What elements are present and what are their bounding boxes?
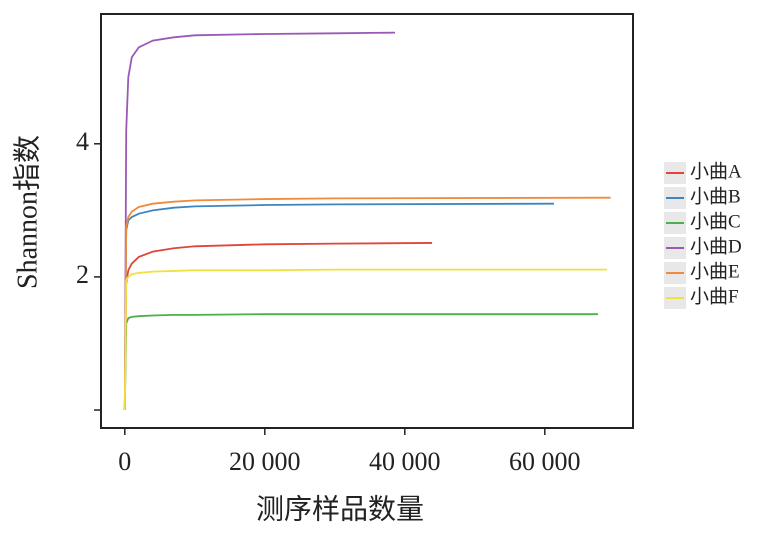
line [123,268,608,411]
y-tick-label: 2 [76,260,89,289]
legend-label: 小曲A [690,160,742,182]
x-tick-label: 60 000 [509,447,581,476]
y-axis-title: Shannon指数 [11,135,43,289]
plot-frame [100,13,634,429]
line [123,31,396,411]
x-tick-label: 20 000 [229,447,301,476]
y-tick-label: 4 [76,127,89,156]
line [123,313,598,411]
line [123,196,611,411]
x-tick-label: 0 [118,447,131,476]
x-axis-title: 测序样品数量 [256,493,424,525]
legend-label: 小曲B [690,185,741,207]
legend-label: 小曲D [690,235,742,257]
line [123,202,554,411]
x-tick-label: 40 000 [369,447,441,476]
legend-label: 小曲C [690,210,741,232]
legend-label: 小曲E [690,260,740,282]
legend-label: 小曲F [690,285,739,307]
line [123,242,433,411]
